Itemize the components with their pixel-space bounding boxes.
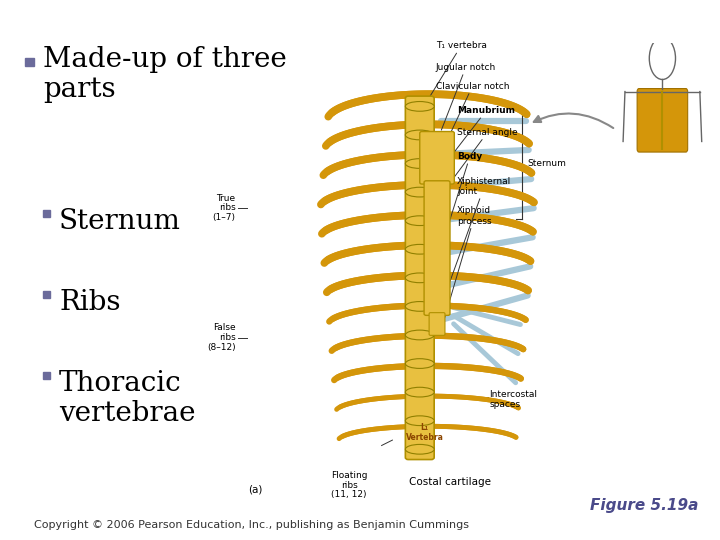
Ellipse shape [405, 301, 434, 311]
Text: Made-up of three
parts: Made-up of three parts [43, 46, 287, 103]
Text: Ribs: Ribs [59, 289, 120, 316]
Text: Costal cartilage: Costal cartilage [409, 477, 491, 487]
FancyBboxPatch shape [43, 291, 50, 298]
Text: Thoracic
vertebrae: Thoracic vertebrae [59, 370, 196, 427]
Ellipse shape [405, 416, 434, 426]
Ellipse shape [405, 102, 434, 111]
FancyBboxPatch shape [420, 132, 454, 184]
Ellipse shape [405, 359, 434, 368]
Text: Sternum: Sternum [59, 208, 181, 235]
Text: T₁ vertebra: T₁ vertebra [421, 42, 487, 111]
Text: Jugular notch: Jugular notch [436, 63, 496, 130]
Text: Figure 5.19a: Figure 5.19a [590, 498, 698, 513]
Text: Copyright © 2006 Pearson Education, Inc., publishing as Benjamin Cummings: Copyright © 2006 Pearson Education, Inc.… [35, 520, 469, 530]
Text: Clavicular notch: Clavicular notch [436, 82, 509, 146]
Ellipse shape [405, 245, 434, 254]
Ellipse shape [405, 273, 434, 283]
Ellipse shape [405, 444, 434, 454]
FancyBboxPatch shape [43, 210, 50, 217]
Text: Body: Body [444, 152, 482, 238]
Text: Intercostal
spaces: Intercostal spaces [490, 390, 538, 409]
Text: L₁
Vertebra: L₁ Vertebra [406, 423, 444, 442]
Text: Xiphoid
process: Xiphoid process [443, 206, 492, 324]
Text: Manubrium: Manubrium [444, 106, 516, 165]
Text: True
ribs
(1–7): True ribs (1–7) [212, 194, 235, 222]
Ellipse shape [405, 159, 434, 168]
FancyBboxPatch shape [424, 181, 450, 315]
Ellipse shape [405, 387, 434, 397]
Text: Sternum: Sternum [528, 159, 567, 168]
FancyBboxPatch shape [25, 58, 34, 66]
Text: Floating
ribs
(11, 12): Floating ribs (11, 12) [331, 471, 367, 500]
FancyBboxPatch shape [43, 372, 50, 379]
Ellipse shape [405, 330, 434, 340]
Ellipse shape [405, 187, 434, 197]
Text: (a): (a) [248, 484, 263, 494]
FancyBboxPatch shape [405, 96, 434, 460]
Text: Sternal angle: Sternal angle [444, 128, 518, 191]
Ellipse shape [405, 130, 434, 140]
Text: Xiphisternal
joint: Xiphisternal joint [444, 177, 511, 298]
FancyBboxPatch shape [429, 313, 445, 335]
Ellipse shape [405, 216, 434, 226]
Text: False
ribs
(8–12): False ribs (8–12) [207, 323, 235, 352]
